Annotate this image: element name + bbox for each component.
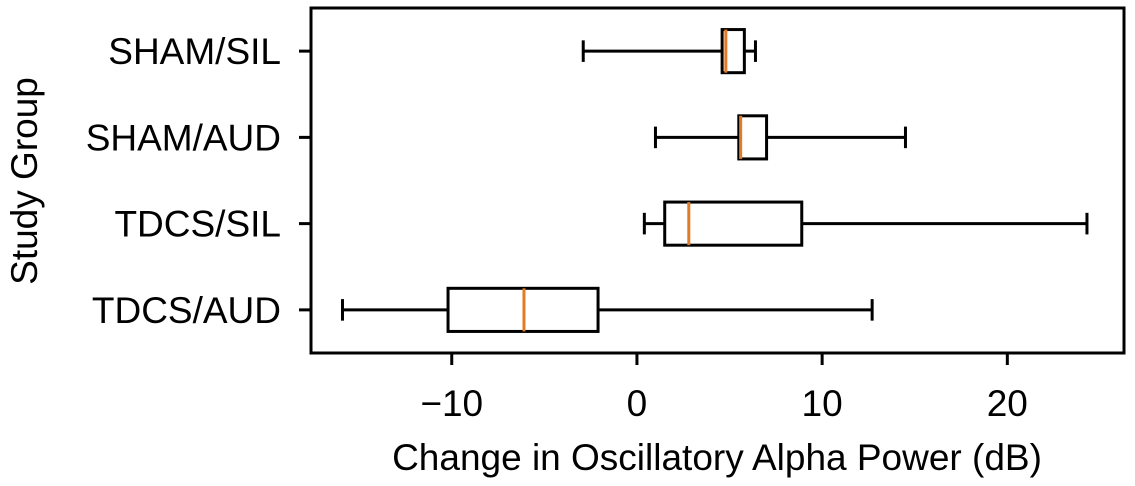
x-tick-label: 20 [987,383,1028,424]
box-sham-aud [653,114,907,161]
plot-area [340,28,1089,333]
iqr-box [737,114,769,161]
y-axis-label: Study Group [4,77,45,285]
y-axis: SHAM/SIL SHAM/AUD TDCS/SIL TDCS/AUD [86,31,311,331]
y-tick-label: TDCS/SIL [114,204,281,245]
y-tick-label: SHAM/SIL [108,31,281,72]
x-tick-label: −10 [420,383,483,424]
y-tick-label: SHAM/AUD [86,117,281,158]
box-sham-sil [581,28,757,75]
y-tick-label: TDCS/AUD [92,290,281,331]
iqr-box [663,200,804,247]
x-axis: −10 0 10 20 [420,353,1028,424]
box-tdcs-sil [642,200,1089,247]
iqr-box [720,28,746,75]
plot-frame [309,6,1126,355]
box-tdcs-aud [340,286,874,333]
x-tick-label: 0 [627,383,648,424]
x-tick-label: 10 [802,383,843,424]
x-axis-label: Change in Oscillatory Alpha Power (dB) [392,437,1042,478]
